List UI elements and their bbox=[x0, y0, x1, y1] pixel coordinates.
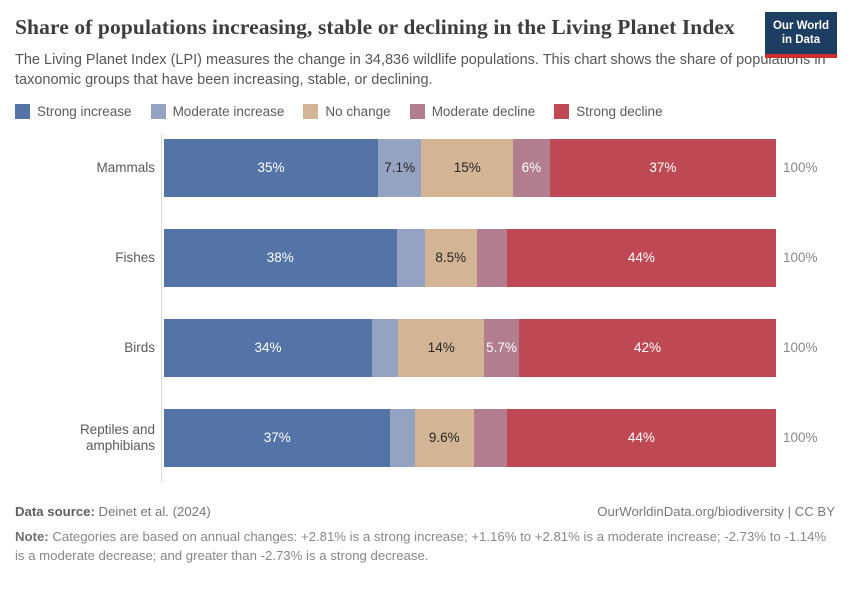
bar-segment-value: 15% bbox=[453, 160, 481, 176]
bar-segment-value: 37% bbox=[649, 160, 677, 176]
legend-swatch-icon bbox=[409, 103, 425, 119]
owid-logo-line2: in Data bbox=[781, 34, 821, 47]
bar-segment-moderate-increase[interactable]: 7.1% bbox=[377, 138, 422, 197]
owid-logo[interactable]: Our World in Data bbox=[764, 12, 837, 58]
row-total-label: 100% bbox=[783, 340, 818, 356]
row-total-label: 100% bbox=[783, 430, 818, 446]
bar-segment-strong-increase[interactable]: 37% bbox=[164, 408, 391, 467]
bar-segment-no-change[interactable]: 14% bbox=[398, 318, 485, 377]
bar-segment-strong-decline[interactable]: 42% bbox=[518, 318, 777, 377]
bar-segment-value: 38% bbox=[266, 250, 294, 266]
bar-segment-value: 8.5% bbox=[435, 250, 467, 266]
legend-label: Strong decline bbox=[576, 103, 663, 119]
bar-segment-moderate-increase[interactable] bbox=[396, 228, 425, 287]
y-axis-line bbox=[161, 132, 162, 483]
legend-label: No change bbox=[325, 103, 391, 119]
bar-segment-strong-increase[interactable]: 38% bbox=[164, 228, 397, 287]
category-label: Birds bbox=[124, 339, 155, 355]
bar-segment-value: 44% bbox=[627, 430, 655, 446]
row-total-label: 100% bbox=[783, 160, 818, 176]
chart-row: Fishes 38% 8.5% 44% 100% bbox=[15, 228, 835, 287]
legend-swatch-icon bbox=[150, 103, 166, 119]
stacked-bar: 35% 7.1% 15% 6% 37% bbox=[164, 138, 776, 197]
bar-segment-moderate-decline[interactable] bbox=[476, 228, 507, 287]
legend-label: Moderate increase bbox=[172, 103, 285, 119]
bar-segment-no-change[interactable]: 9.6% bbox=[414, 408, 474, 467]
bar-segment-moderate-decline[interactable]: 6% bbox=[513, 138, 550, 197]
page-title: Share of populations increasing, stable … bbox=[15, 15, 735, 39]
bar-segment-value: 6% bbox=[521, 160, 542, 176]
bar-segment-value: 35% bbox=[257, 160, 285, 176]
data-source: Data source: Deinet et al. (2024) bbox=[15, 504, 211, 519]
page-subtitle: The Living Planet Index (LPI) measures t… bbox=[15, 51, 826, 88]
attribution-link[interactable]: OurWorldinData.org/biodiversity | CC BY bbox=[597, 503, 835, 519]
bar-segment-moderate-decline[interactable]: 5.7% bbox=[484, 318, 519, 377]
bar-segment-no-change[interactable]: 15% bbox=[421, 138, 514, 197]
bar-segment-value: 5.7% bbox=[486, 340, 517, 356]
legend-swatch-icon bbox=[303, 103, 319, 119]
stacked-bar: 38% 8.5% 44% bbox=[164, 228, 776, 287]
legend-item-moderate-increase[interactable]: Moderate increase bbox=[150, 103, 285, 119]
bar-segment-value: 7.1% bbox=[384, 160, 416, 176]
legend-item-no-change[interactable]: No change bbox=[303, 103, 391, 119]
legend-label: Moderate decline bbox=[431, 103, 536, 119]
bar-segment-value: 44% bbox=[627, 250, 655, 266]
category-label: Mammals bbox=[96, 159, 155, 175]
stacked-bar-chart: Mammals 35% 7.1% 15% 6% 37% 100% Fishes 38% 8.5% 4… bbox=[15, 132, 835, 483]
bar-segment-no-change[interactable]: 8.5% bbox=[424, 228, 477, 287]
bar-segment-value: 14% bbox=[427, 340, 455, 356]
bar-segment-strong-decline[interactable]: 37% bbox=[549, 138, 776, 197]
bar-segment-value: 42% bbox=[633, 340, 661, 356]
legend-item-moderate-decline[interactable]: Moderate decline bbox=[409, 103, 536, 119]
category-label: Fishes bbox=[115, 249, 155, 265]
chart-row: Reptiles and amphibians 37% 9.6% 44% 100% bbox=[15, 408, 835, 467]
chart-row: Birds 34% 14% 5.7% 42% 100% bbox=[15, 318, 835, 377]
legend-item-strong-decline[interactable]: Strong decline bbox=[554, 103, 663, 119]
legend-item-strong-increase[interactable]: Strong increase bbox=[15, 103, 132, 119]
bar-segment-strong-increase[interactable]: 35% bbox=[164, 138, 378, 197]
bar-segment-moderate-decline[interactable] bbox=[473, 408, 507, 467]
stacked-bar: 34% 14% 5.7% 42% bbox=[164, 318, 777, 377]
bar-segment-strong-increase[interactable]: 34% bbox=[164, 318, 373, 377]
stacked-bar: 37% 9.6% 44% bbox=[164, 408, 776, 467]
bar-segment-moderate-increase[interactable] bbox=[390, 408, 415, 467]
bar-segment-strong-decline[interactable]: 44% bbox=[506, 408, 776, 467]
chart-rows: Mammals 35% 7.1% 15% 6% 37% 100% Fishes 38% 8.5% 4… bbox=[15, 138, 835, 467]
data-source-label: Data source: bbox=[15, 503, 95, 519]
footnote-label: Note: bbox=[15, 528, 49, 544]
bar-segment-value: 37% bbox=[263, 430, 291, 446]
legend: Strong increase Moderate increase No chang… bbox=[15, 103, 835, 119]
chart-row: Mammals 35% 7.1% 15% 6% 37% 100% bbox=[15, 138, 835, 197]
footer: Data source: Deinet et al. (2024) OurWor… bbox=[15, 504, 835, 519]
legend-swatch-icon bbox=[554, 103, 570, 119]
footnote: Note: Categories are based on annual cha… bbox=[15, 527, 835, 565]
owid-logo-line1: Our World bbox=[772, 20, 829, 32]
bar-segment-strong-decline[interactable]: 44% bbox=[506, 228, 776, 287]
footnote-value: Categories are based on annual changes: … bbox=[15, 528, 827, 564]
bar-segment-value: 9.6% bbox=[428, 430, 460, 446]
bar-segment-moderate-increase[interactable] bbox=[372, 318, 399, 377]
row-total-label: 100% bbox=[783, 250, 818, 266]
legend-label: Strong increase bbox=[37, 103, 132, 119]
legend-swatch-icon bbox=[15, 103, 30, 119]
category-label: Reptiles and amphibians bbox=[79, 421, 155, 453]
bar-segment-value: 34% bbox=[254, 340, 282, 356]
data-source-value: Deinet et al. (2024) bbox=[94, 503, 211, 519]
